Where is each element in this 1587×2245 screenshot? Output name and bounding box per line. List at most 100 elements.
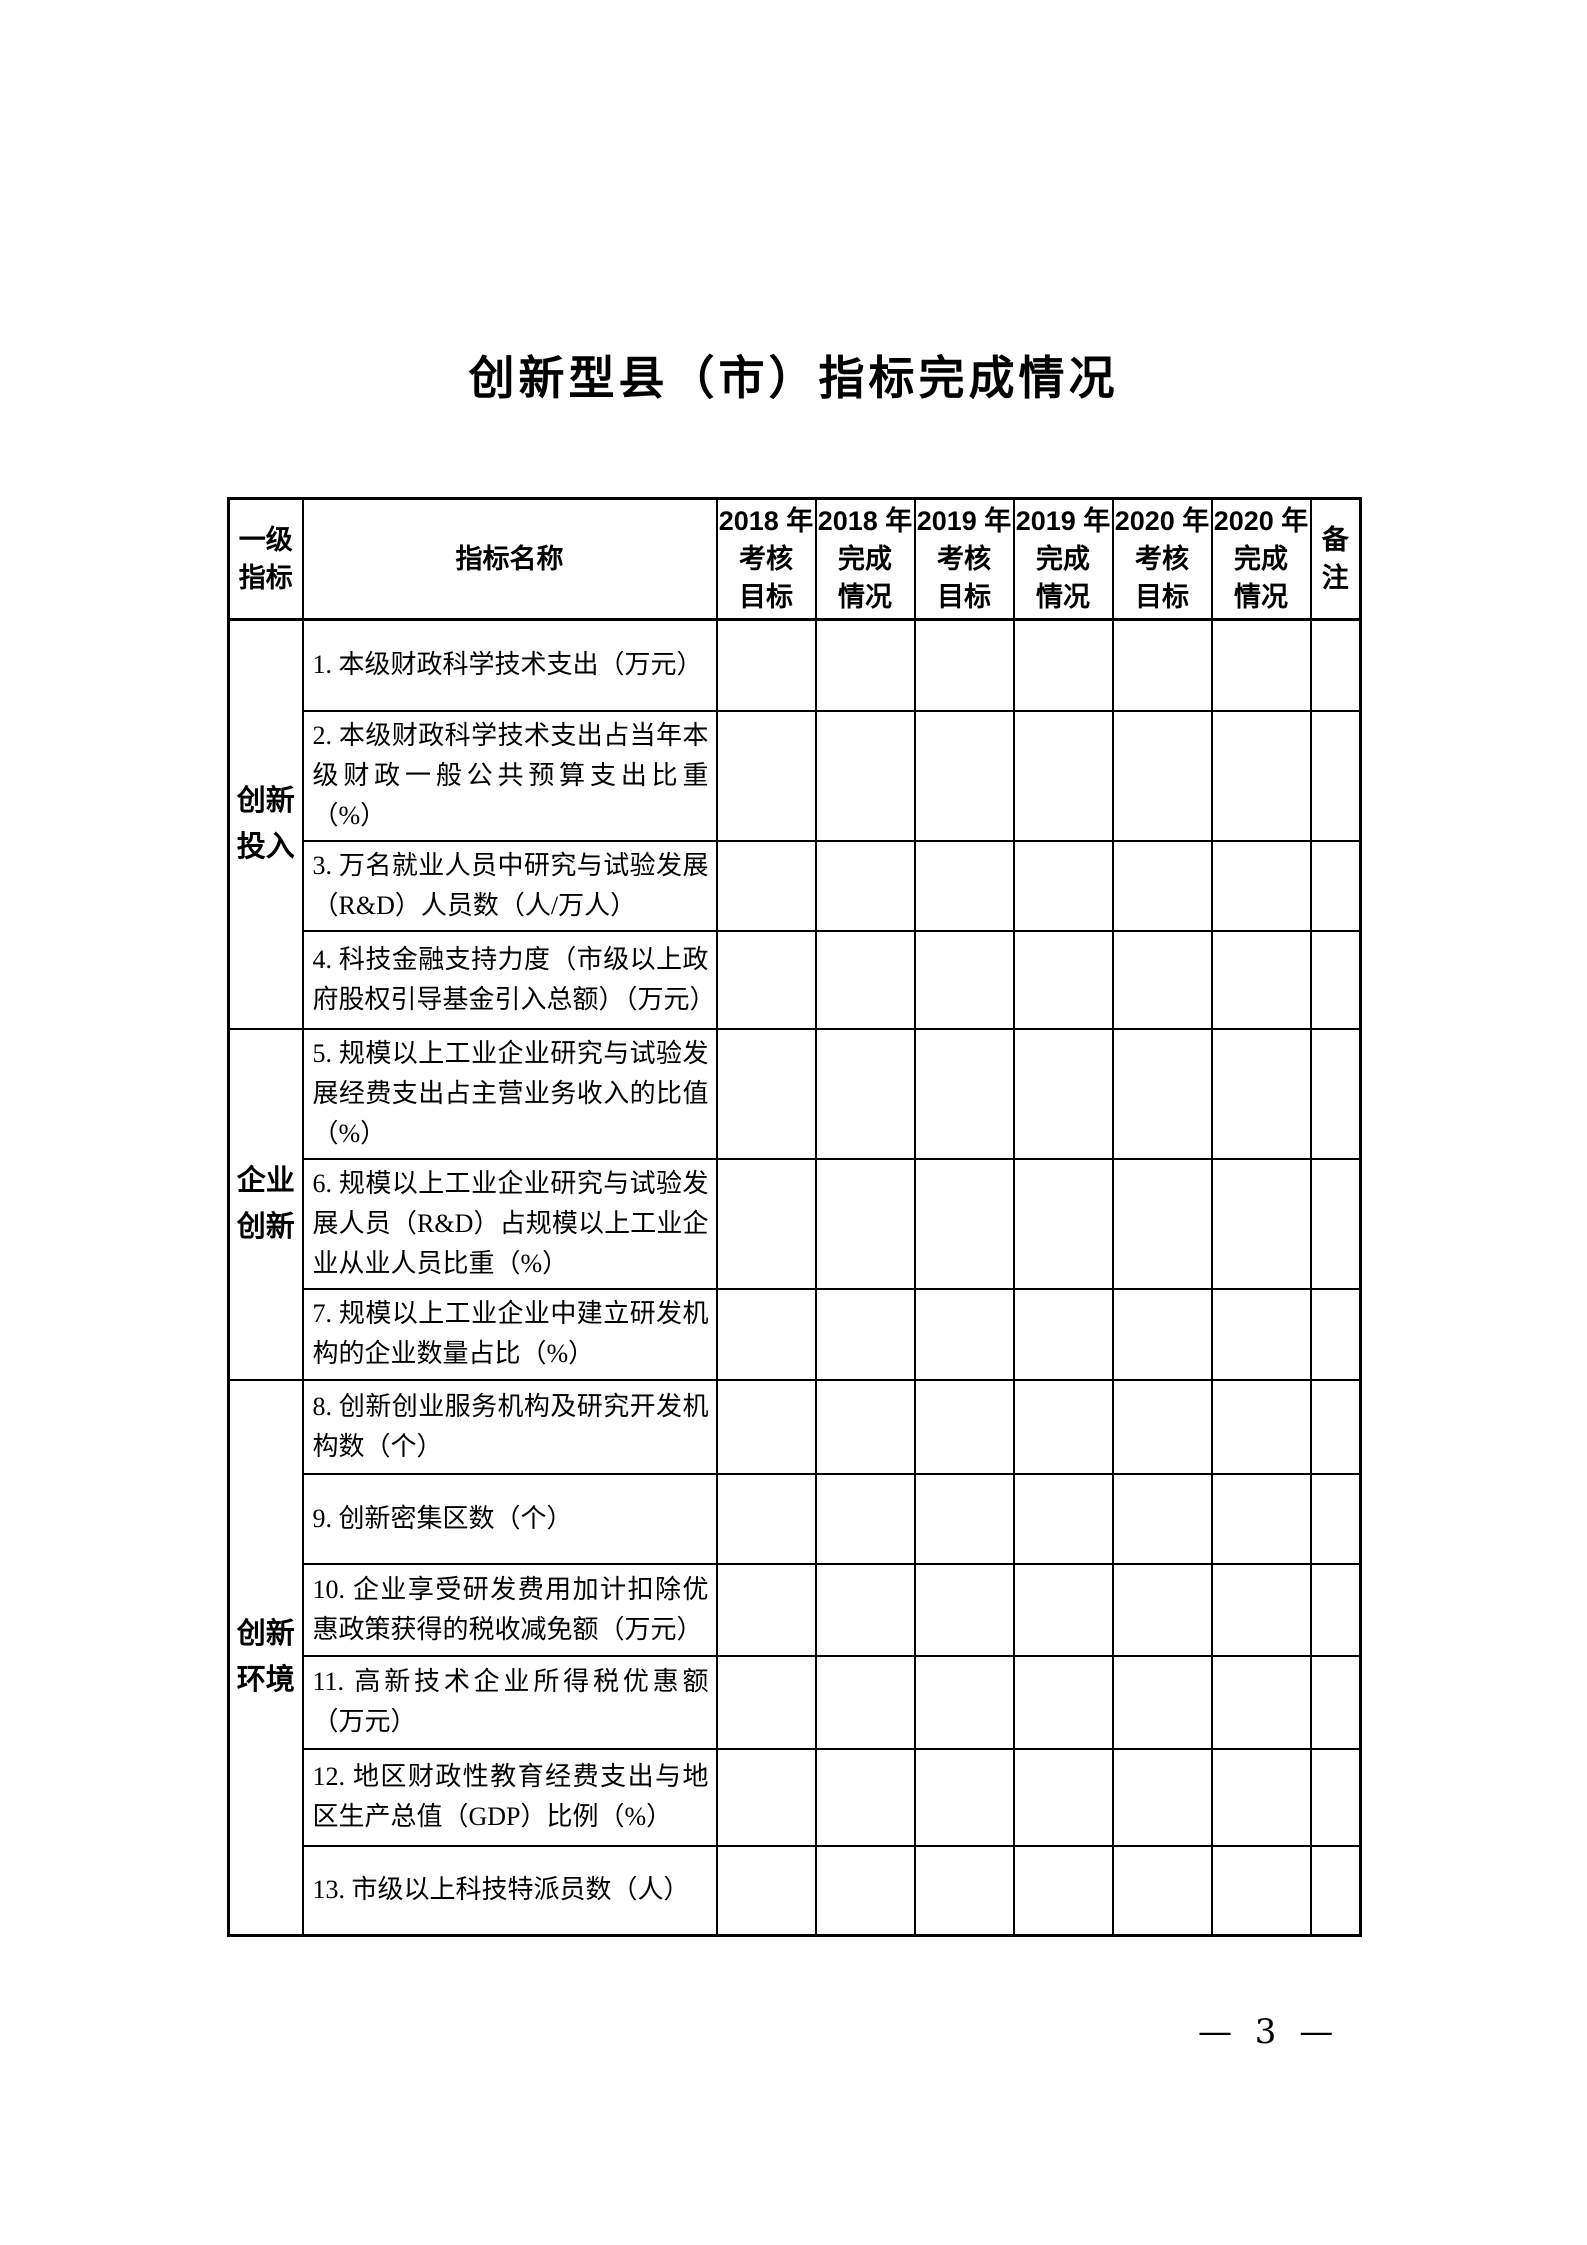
data-cell [715,618,817,712]
data-cell [1111,1157,1213,1290]
data-cell [1111,1378,1213,1475]
table-row: 2. 本级财政科学技术支出占当年本级财政一般公共预算支出比重（%） [229,709,1362,842]
remark-cell [1309,1027,1362,1160]
data-cell [1012,1027,1114,1160]
data-cell [715,1747,817,1847]
table-row: 4. 科技金融支持力度（市级以上政府股权引导基金引入总额）（万元） [229,929,1362,1030]
data-cell [1210,929,1312,1030]
table-header-row: 一级 指标 指标名称 2018 年 考核 目标 2018 年 完成 情况 201… [227,497,1362,621]
data-cell [913,1654,1015,1750]
data-cell [1210,1472,1312,1565]
table-row: 3. 万名就业人员中研究与试验发展（R&D）人员数（人/万人） [229,839,1362,932]
data-cell [1111,839,1213,932]
group-label-innovation-investment: 创新 投入 [227,618,304,1030]
data-cell [1111,1472,1213,1565]
indicator-name: 3. 万名就业人员中研究与试验发展（R&D）人员数（人/万人） [301,839,718,932]
indicator-name: 6. 规模以上工业企业研究与试验发展人员（R&D）占规模以上工业企业从业人员比重… [301,1157,718,1290]
remark-cell [1309,1654,1362,1750]
data-cell [913,1287,1015,1381]
data-cell [1012,839,1114,932]
header-2018-target: 2018 年 考核 目标 [715,497,817,621]
indicator-name: 9. 创新密集区数（个） [301,1472,718,1565]
data-cell [814,1844,916,1937]
data-cell [1111,618,1213,712]
data-cell [1012,618,1114,712]
header-2020-target: 2020 年 考核 目标 [1111,497,1213,621]
data-cell [913,839,1015,932]
data-cell [814,1027,916,1160]
data-cell [1012,1844,1114,1937]
data-cell [715,1472,817,1565]
indicator-name: 8. 创新创业服务机构及研究开发机构数（个） [301,1378,718,1475]
data-cell [1012,1747,1114,1847]
data-cell [913,1562,1015,1657]
page-number: — 3 — [1198,2012,1340,2052]
data-cell [1210,618,1312,712]
remark-cell [1309,1747,1362,1847]
data-cell [814,1654,916,1750]
indicator-name: 11. 高新技术企业所得税优惠额（万元） [301,1654,718,1750]
indicator-name: 4. 科技金融支持力度（市级以上政府股权引导基金引入总额）（万元） [301,929,718,1030]
remark-cell [1309,1378,1362,1475]
table-row: 7. 规模以上工业企业中建立研发机构的企业数量占比（%） [229,1287,1362,1381]
data-cell [814,709,916,842]
data-cell [1111,1562,1213,1657]
data-cell [1012,1287,1114,1381]
data-cell [1012,1157,1114,1290]
data-cell [1111,929,1213,1030]
remark-cell [1309,1157,1362,1290]
data-cell [1210,1287,1312,1381]
data-cell [814,1472,916,1565]
table-row: 9. 创新密集区数（个） [229,1472,1362,1565]
data-cell [715,1654,817,1750]
data-cell [913,1472,1015,1565]
data-cell [715,1287,817,1381]
group-label-innovation-environment: 创新 环境 [227,1378,304,1937]
data-cell [814,618,916,712]
header-2018-completion: 2018 年 完成 情况 [814,497,916,621]
data-cell [1210,1562,1312,1657]
data-cell [715,1027,817,1160]
header-2019-target: 2019 年 考核 目标 [913,497,1015,621]
data-cell [913,1027,1015,1160]
data-cell [1210,839,1312,932]
indicator-completion-table: 一级 指标 指标名称 2018 年 考核 目标 2018 年 完成 情况 201… [227,497,1362,1937]
data-cell [814,929,916,1030]
header-level1-indicator: 一级 指标 [227,497,304,621]
data-cell [715,929,817,1030]
table-row: 创新 投入 1. 本级财政科学技术支出（万元） [227,618,1362,1030]
table-row: 11. 高新技术企业所得税优惠额（万元） [229,1654,1362,1750]
data-cell [1111,1844,1213,1937]
data-cell [814,1562,916,1657]
data-cell [1210,1027,1312,1160]
data-cell [814,1287,916,1381]
header-2019-completion: 2019 年 完成 情况 [1012,497,1114,621]
data-cell [1210,709,1312,842]
data-cell [1111,709,1213,842]
data-cell [814,1157,916,1290]
data-cell [715,1157,817,1290]
indicator-name: 12. 地区财政性教育经费支出与地区生产总值（GDP）比例（%） [301,1747,718,1847]
data-cell [913,1844,1015,1937]
data-cell [715,709,817,842]
data-cell [1111,1287,1213,1381]
data-cell [1012,1654,1114,1750]
group-label-enterprise-innovation: 企业 创新 [227,1027,304,1381]
indicator-name: 7. 规模以上工业企业中建立研发机构的企业数量占比（%） [301,1287,718,1381]
page-title: 创新型县（市）指标完成情况 [468,351,1119,405]
header-remark: 备 注 [1309,497,1362,621]
data-cell [1111,1027,1213,1160]
data-cell [1012,1472,1114,1565]
data-cell [715,1844,817,1937]
remark-cell [1309,839,1362,932]
data-cell [715,839,817,932]
data-cell [814,1747,916,1847]
data-cell [913,1747,1015,1847]
indicator-name: 13. 市级以上科技特派员数（人） [301,1844,718,1937]
remark-cell [1309,1472,1362,1565]
remark-cell [1309,618,1362,712]
data-cell [1210,1747,1312,1847]
table-row: 10. 企业享受研发费用加计扣除优惠政策获得的税收减免额（万元） [229,1562,1362,1657]
data-cell [913,1157,1015,1290]
